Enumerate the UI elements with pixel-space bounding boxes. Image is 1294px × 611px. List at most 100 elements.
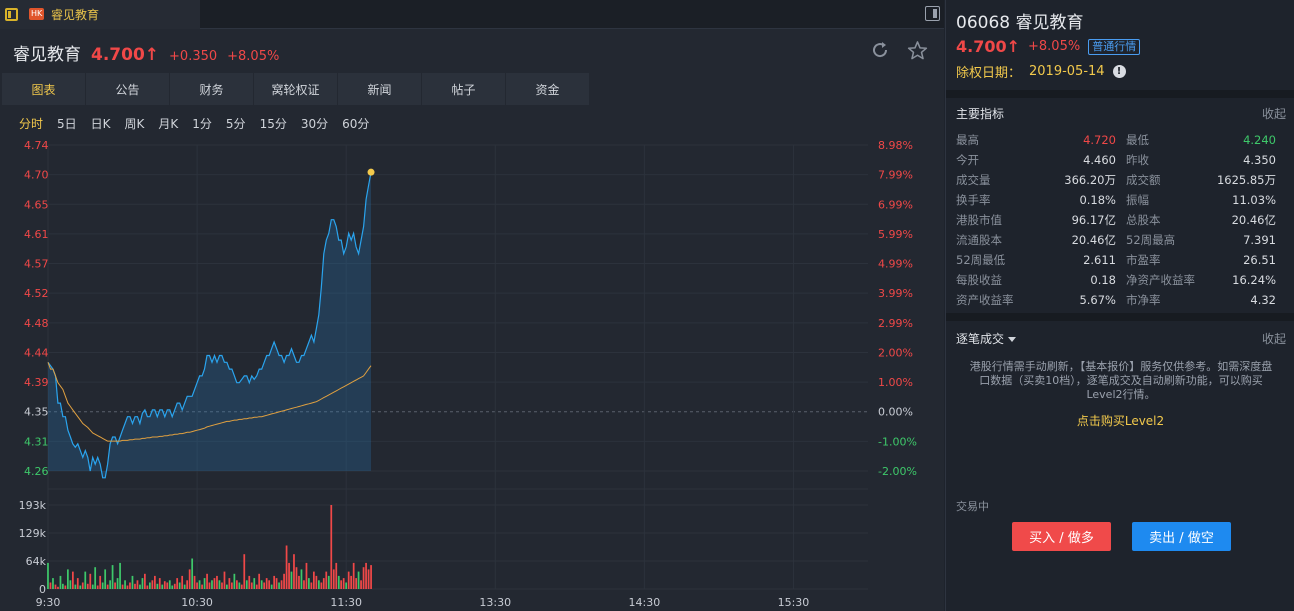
tick-trades-title[interactable]: 逐笔成交 xyxy=(956,330,1017,347)
price-tick-label: 4.52 xyxy=(24,287,49,300)
period-weekly[interactable]: 周K xyxy=(124,117,145,131)
panel-toggle-icon[interactable] xyxy=(925,6,940,21)
volume-bar xyxy=(335,562,338,589)
quote-level-badge[interactable]: 普通行情 xyxy=(1088,38,1141,55)
volume-bar xyxy=(176,578,179,589)
volume-bar xyxy=(74,584,77,589)
volume-bar xyxy=(111,565,114,589)
sell-short-button[interactable]: 卖出 / 做空 xyxy=(1132,522,1231,551)
volume-bar xyxy=(345,582,348,589)
price-tick-label: 4.61 xyxy=(24,228,49,241)
metric-label: 昨收 xyxy=(1126,153,1149,167)
volume-bar xyxy=(318,580,320,589)
ex-dividend-label: 除权日期： xyxy=(956,66,1022,81)
volume-bar xyxy=(72,571,74,589)
tab-posts[interactable]: 帖子 xyxy=(422,73,505,105)
period-15min[interactable]: 15分 xyxy=(259,117,287,131)
volume-bar xyxy=(47,562,49,589)
star-icon[interactable] xyxy=(907,40,928,61)
period-5day[interactable]: 5日 xyxy=(57,117,77,131)
metric-row: 换手率 0.18% 振幅 11.03% xyxy=(956,190,1294,210)
period-daily[interactable]: 日K xyxy=(90,117,111,131)
volume-bar xyxy=(144,573,146,589)
volume-bar xyxy=(245,580,248,589)
volume-bar xyxy=(273,575,276,589)
key-metrics-table: 最高 4.720 最低 4.240 今开 4.460 昨收 4.350 成交量 366.20万 成交… xyxy=(956,130,1294,310)
metric-value: 96.17亿 xyxy=(1071,213,1116,227)
volume-bar xyxy=(49,582,52,589)
period-60min[interactable]: 60分 xyxy=(342,117,370,131)
volume-bar xyxy=(86,583,89,589)
metric-value: 20.46亿 xyxy=(1071,233,1116,247)
tab-warrants[interactable]: 窝轮权证 xyxy=(254,73,337,105)
collapse-tick-trades[interactable]: 收起 xyxy=(1261,332,1286,346)
price-tick-label: 4.31 xyxy=(24,435,49,448)
volume-bar xyxy=(303,580,305,589)
tab-announcements[interactable]: 公告 xyxy=(86,73,169,105)
volume-bar xyxy=(183,584,186,589)
period-1min[interactable]: 1分 xyxy=(192,117,212,131)
period-intraday[interactable]: 分时 xyxy=(19,117,44,131)
volume-bar xyxy=(258,573,261,589)
volume-bar xyxy=(193,575,196,589)
volume-bar xyxy=(275,578,278,589)
volume-bar xyxy=(91,584,94,589)
time-tick-label: 15:30 xyxy=(778,596,810,609)
period-30min[interactable]: 30分 xyxy=(300,117,329,131)
stock-code-title: 06068 睿见教育 xyxy=(956,13,1084,33)
tab-news[interactable]: 新闻 xyxy=(338,73,421,105)
volume-bar xyxy=(248,575,251,589)
buy-long-button[interactable]: 买入 / 做多 xyxy=(1012,522,1111,551)
metric-label: 最高 xyxy=(956,133,979,147)
pct-tick-label: -2.00% xyxy=(878,465,917,478)
volume-bar xyxy=(223,571,226,589)
volume-bar xyxy=(149,582,151,589)
volume-bar xyxy=(263,582,266,589)
info-icon[interactable]: ! xyxy=(1112,65,1126,78)
volume-bar xyxy=(84,571,87,589)
metric-label: 最低 xyxy=(1126,133,1149,147)
price-tick-label: 4.35 xyxy=(24,406,49,419)
volume-bar xyxy=(255,584,258,589)
intraday-chart[interactable]: 4.74 8.98% 4.70 7.99% 4.65 6.99% 4.61 5.99% 4.57… xyxy=(0,137,944,611)
tab-financials[interactable]: 财务 xyxy=(170,73,253,105)
tab-capital[interactable]: 资金 xyxy=(506,73,589,105)
volume-bar xyxy=(320,582,323,589)
tab-chart[interactable]: 图表 xyxy=(2,73,85,105)
section-divider xyxy=(946,313,1294,321)
buy-level2-link[interactable]: 点击购买Level2 xyxy=(1076,414,1165,428)
metric-row: 今开 4.460 昨收 4.350 xyxy=(956,150,1294,170)
metric-row: 流通股本 20.46亿 52周最高 7.391 xyxy=(956,230,1294,250)
pct-tick-label: 6.99% xyxy=(878,198,913,211)
collapse-key-metrics[interactable]: 收起 xyxy=(1261,107,1286,121)
window-layout-icon[interactable] xyxy=(5,8,18,21)
volume-bar xyxy=(270,584,273,589)
volume-bar xyxy=(146,585,149,589)
pct-tick-label: 8.98% xyxy=(878,139,913,152)
volume-bar xyxy=(109,580,112,589)
tab-title: 睿见教育 xyxy=(51,8,100,22)
volume-bar xyxy=(114,582,116,589)
volume-bar xyxy=(218,580,221,589)
refresh-icon[interactable] xyxy=(870,40,890,60)
volume-bar xyxy=(305,562,308,589)
volume-bar xyxy=(340,580,343,589)
volume-bar xyxy=(280,580,283,589)
stock-tab[interactable]: HK 睿见教育 xyxy=(0,0,200,29)
price-tick-label: 4.74 xyxy=(24,139,49,152)
time-tick-label: 13:30 xyxy=(479,596,511,609)
volume-bar xyxy=(136,580,139,589)
price-tick-label: 4.65 xyxy=(24,198,49,211)
volume-bar xyxy=(158,578,161,589)
period-monthly[interactable]: 月K xyxy=(158,117,179,131)
ex-dividend-value: 2019-05-14 xyxy=(1029,64,1105,79)
volume-bar xyxy=(352,562,355,589)
volume-bar xyxy=(213,578,216,589)
volume-bar xyxy=(198,580,201,589)
period-5min[interactable]: 5分 xyxy=(225,117,246,131)
trading-status: 交易中 xyxy=(956,500,989,513)
volume-bar xyxy=(332,569,335,589)
price-tick-label: 4.57 xyxy=(24,258,49,271)
volume-bar xyxy=(124,580,126,589)
stock-name: 睿见教育 xyxy=(13,45,81,65)
